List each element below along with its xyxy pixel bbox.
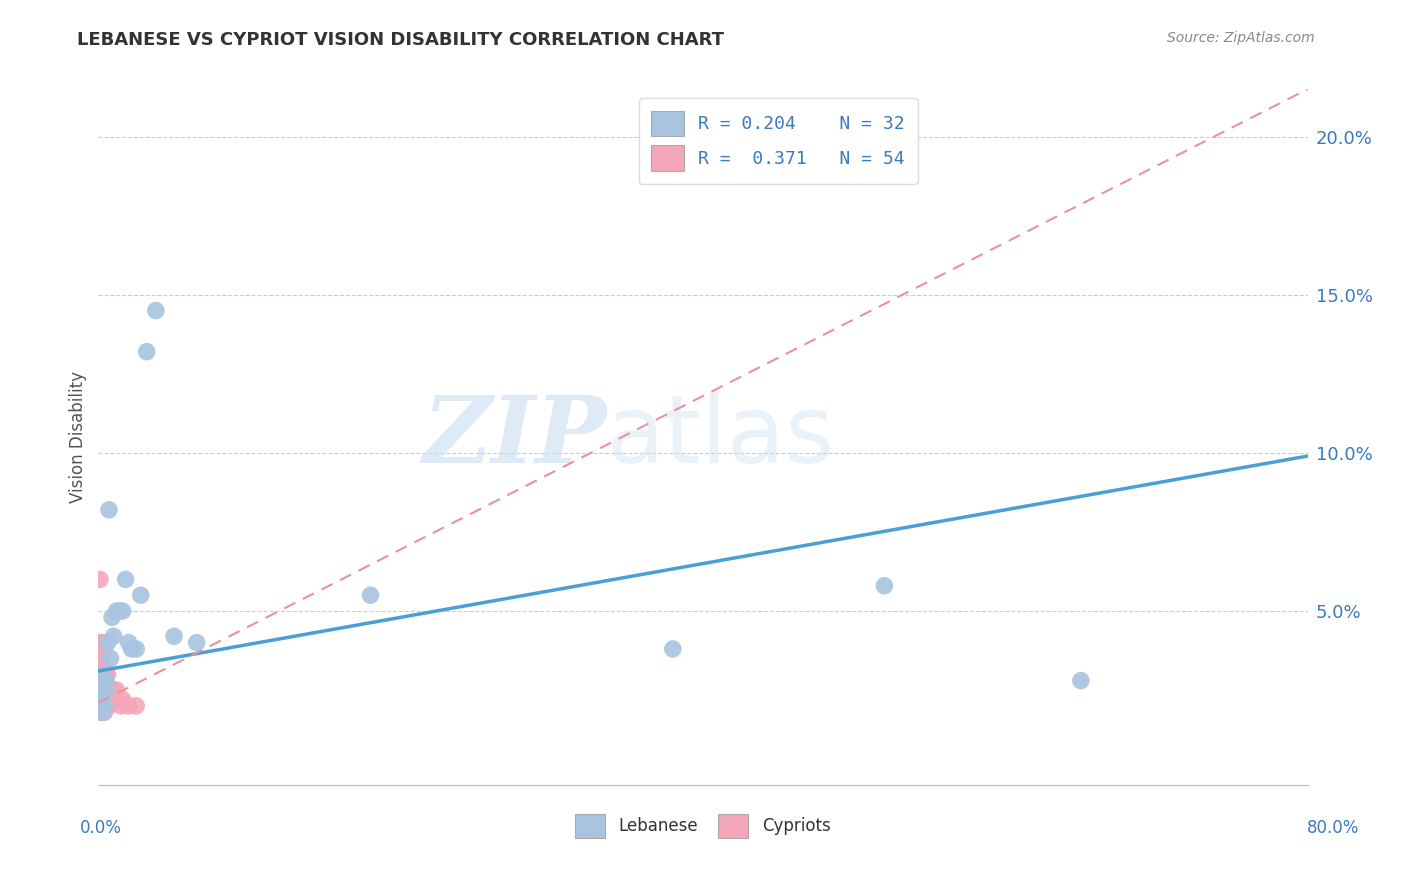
Point [91,667,114,681]
Point [89,661,111,675]
Point [89,692,111,706]
Y-axis label: Vision Disability: Vision Disability [69,371,87,503]
Point [101,692,124,706]
Point [90,698,112,713]
Point [661,642,683,657]
Point [91,683,114,698]
Point [103,683,125,698]
Point [94,683,117,698]
Text: atlas: atlas [606,391,835,483]
Point [93,705,115,719]
Point [101,610,124,624]
Point [163,629,186,643]
Point [90,683,112,698]
Point [360,588,382,602]
Point [91,698,114,713]
Point [93,698,115,713]
Point [96,683,118,698]
Point [89,635,111,649]
Point [100,651,122,665]
Text: Source: ZipAtlas.com: Source: ZipAtlas.com [1167,31,1315,45]
Point [89,642,111,657]
Point [89,705,111,719]
Point [90,683,112,698]
Point [89,667,111,681]
Point [105,604,128,618]
Point [103,629,125,643]
Point [90,661,112,675]
Point [89,683,111,698]
Point [100,692,122,706]
Point [91,683,114,698]
Text: 0.0%: 0.0% [80,819,122,837]
Point [94,692,117,706]
Point [93,698,115,713]
Point [90,642,112,657]
Point [90,692,112,706]
Point [94,683,117,698]
Point [118,698,141,713]
Point [111,604,134,618]
Text: ZIP: ZIP [422,392,606,482]
Point [121,642,143,657]
Point [91,705,114,719]
Point [93,642,115,657]
Point [90,698,112,713]
Point [1070,673,1092,688]
Legend: Lebanese, Cypriots: Lebanese, Cypriots [567,806,839,847]
Point [91,673,114,688]
Point [125,698,148,713]
Point [93,692,115,706]
Point [94,667,117,681]
Point [91,635,114,649]
Point [873,579,896,593]
Point [93,667,115,681]
Point [89,573,111,587]
Point [111,692,134,706]
Point [89,667,111,681]
Point [96,698,118,713]
Point [89,651,111,665]
Point [145,303,167,318]
Point [90,667,112,681]
Point [96,635,118,649]
Point [89,673,111,688]
Point [90,651,112,665]
Point [89,683,111,698]
Point [98,698,121,713]
Point [93,683,115,698]
Point [125,642,148,657]
Point [89,698,111,713]
Point [96,667,118,681]
Point [118,635,141,649]
Point [108,604,131,618]
Point [135,344,157,359]
Point [94,698,117,713]
Point [90,673,112,688]
Point [110,698,132,713]
Point [91,661,114,675]
Point [105,683,128,698]
Point [91,705,114,719]
Point [100,683,122,698]
Point [90,705,112,719]
Text: 80.0%: 80.0% [1306,819,1360,837]
Point [91,673,114,688]
Point [186,635,208,649]
Point [93,683,115,698]
Point [104,692,127,706]
Point [107,692,129,706]
Point [94,673,117,688]
Point [98,503,121,517]
Text: LEBANESE VS CYPRIOT VISION DISABILITY CORRELATION CHART: LEBANESE VS CYPRIOT VISION DISABILITY CO… [77,31,724,49]
Point [98,683,121,698]
Point [91,692,114,706]
Point [129,588,152,602]
Point [114,573,136,587]
